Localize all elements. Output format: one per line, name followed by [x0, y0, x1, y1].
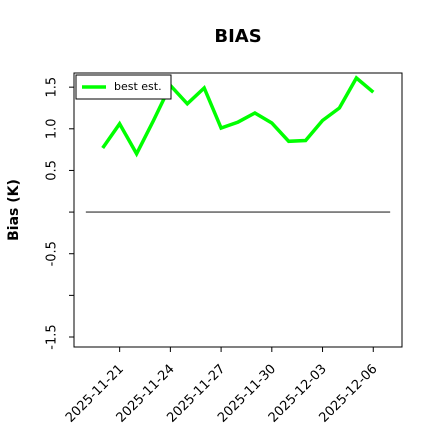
- y-tick-label: 1.0: [45, 118, 60, 139]
- y-tick-label: 0.5: [45, 160, 60, 181]
- data-line: [101, 75, 375, 158]
- plot-frame: [73, 72, 403, 348]
- y-axis-label: Bias (K): [6, 179, 22, 241]
- chart-title: BIAS: [214, 26, 261, 47]
- y-tick-label: 1.5: [45, 77, 60, 98]
- y-tick-label: -0.5: [45, 241, 60, 266]
- legend-label: best est.: [114, 80, 162, 93]
- y-tick-label: -1.5: [45, 324, 60, 349]
